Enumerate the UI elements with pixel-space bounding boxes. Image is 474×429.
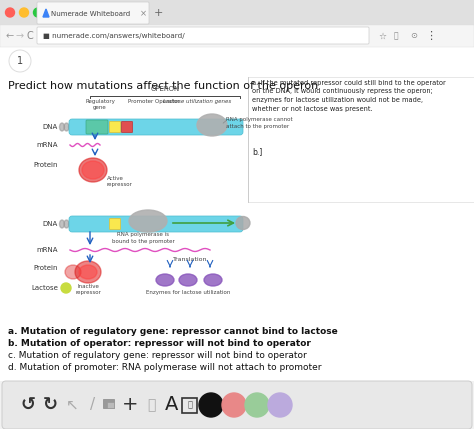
Ellipse shape — [156, 274, 174, 286]
Text: RNA polymerase cannot
attach to the promoter: RNA polymerase cannot attach to the prom… — [226, 117, 292, 129]
FancyBboxPatch shape — [0, 25, 474, 47]
Text: DNA: DNA — [43, 221, 58, 227]
Text: ⊙: ⊙ — [410, 31, 417, 40]
Text: ↺: ↺ — [20, 396, 36, 414]
Text: Protein: Protein — [34, 162, 58, 168]
FancyBboxPatch shape — [107, 402, 114, 408]
Text: Enzymes for lactose utilization: Enzymes for lactose utilization — [146, 290, 230, 295]
Circle shape — [19, 8, 28, 17]
Text: Protein: Protein — [34, 265, 58, 271]
FancyBboxPatch shape — [69, 216, 243, 232]
Text: →: → — [16, 31, 24, 41]
Circle shape — [222, 393, 246, 417]
Ellipse shape — [75, 261, 101, 283]
FancyBboxPatch shape — [109, 121, 120, 133]
Text: Predict how mutations affect the function of the operon: Predict how mutations affect the functio… — [8, 81, 318, 91]
Circle shape — [61, 283, 71, 293]
Text: Active
repressor: Active repressor — [107, 176, 133, 187]
FancyBboxPatch shape — [109, 218, 120, 230]
Text: ↖: ↖ — [65, 398, 78, 413]
FancyBboxPatch shape — [121, 121, 133, 133]
Text: ←: ← — [6, 31, 14, 41]
FancyBboxPatch shape — [69, 119, 243, 135]
Text: a. If the mutated repressor could still bind to the operator
on the DNA, it woul: a. If the mutated repressor could still … — [252, 80, 446, 112]
FancyBboxPatch shape — [0, 47, 474, 381]
Text: Lactose: Lactose — [31, 285, 58, 291]
Text: Inactive
repressor: Inactive repressor — [75, 284, 101, 295]
FancyBboxPatch shape — [37, 2, 149, 24]
Text: b. Mutation of operator: repressor will not bind to operator: b. Mutation of operator: repressor will … — [8, 339, 311, 348]
Ellipse shape — [64, 123, 69, 131]
FancyBboxPatch shape — [248, 77, 474, 202]
Ellipse shape — [204, 274, 222, 286]
Text: ↻: ↻ — [43, 396, 57, 414]
Text: +: + — [122, 396, 138, 414]
FancyBboxPatch shape — [86, 120, 108, 134]
Text: Lactose utilization genes: Lactose utilization genes — [163, 99, 231, 104]
Ellipse shape — [197, 114, 227, 136]
Text: ⟋: ⟋ — [147, 398, 155, 412]
Circle shape — [199, 393, 223, 417]
Text: Promoter Operator: Promoter Operator — [128, 99, 180, 104]
Text: Translation: Translation — [173, 257, 207, 262]
Text: d. Mutation of promoter: RNA polymerase will not attach to promoter: d. Mutation of promoter: RNA polymerase … — [8, 363, 321, 372]
FancyBboxPatch shape — [0, 0, 474, 25]
Ellipse shape — [69, 123, 73, 131]
Text: b.]: b.] — [252, 147, 262, 156]
Ellipse shape — [79, 158, 107, 182]
Text: Numerade Whiteboard: Numerade Whiteboard — [51, 10, 130, 16]
Text: 1: 1 — [17, 56, 23, 66]
Text: ⛰: ⛰ — [188, 401, 192, 410]
Ellipse shape — [179, 274, 197, 286]
Polygon shape — [43, 9, 49, 17]
Text: ×: × — [139, 9, 146, 18]
Ellipse shape — [60, 123, 64, 131]
Ellipse shape — [69, 220, 73, 228]
Text: ☆: ☆ — [378, 31, 386, 40]
Circle shape — [9, 50, 31, 72]
Ellipse shape — [79, 265, 97, 279]
Ellipse shape — [129, 210, 167, 232]
Text: OPERON: OPERON — [150, 86, 180, 92]
Text: c. Mutation of regulatory gene: repressor will not bind to operator: c. Mutation of regulatory gene: represso… — [8, 351, 307, 360]
Ellipse shape — [78, 220, 82, 228]
Text: +: + — [153, 9, 163, 18]
Text: C: C — [27, 31, 34, 41]
Ellipse shape — [73, 123, 78, 131]
Ellipse shape — [64, 220, 69, 228]
Text: /: / — [91, 398, 96, 413]
Circle shape — [34, 8, 43, 17]
FancyBboxPatch shape — [2, 381, 472, 429]
Text: Regulatory
gene: Regulatory gene — [85, 99, 115, 110]
Text: ⧉: ⧉ — [394, 31, 399, 40]
Circle shape — [245, 393, 269, 417]
Text: mRNA: mRNA — [36, 247, 58, 253]
FancyBboxPatch shape — [37, 27, 369, 44]
Text: DNA: DNA — [43, 124, 58, 130]
Text: ■ numerade.com/answers/whiteboard/: ■ numerade.com/answers/whiteboard/ — [43, 33, 185, 39]
Text: mRNA: mRNA — [36, 142, 58, 148]
FancyBboxPatch shape — [103, 399, 115, 408]
Ellipse shape — [65, 265, 81, 279]
Ellipse shape — [236, 217, 250, 230]
Circle shape — [268, 393, 292, 417]
Text: RNA polymerase is
bound to the promoter: RNA polymerase is bound to the promoter — [111, 232, 174, 244]
Circle shape — [6, 8, 15, 17]
Text: a. Mutation of regulatory gene: repressor cannot bind to lactose: a. Mutation of regulatory gene: represso… — [8, 327, 338, 336]
Text: A: A — [165, 396, 179, 414]
Ellipse shape — [82, 161, 104, 179]
Ellipse shape — [60, 220, 64, 228]
Ellipse shape — [73, 220, 78, 228]
Text: ⋮: ⋮ — [425, 31, 436, 41]
Ellipse shape — [78, 123, 82, 131]
